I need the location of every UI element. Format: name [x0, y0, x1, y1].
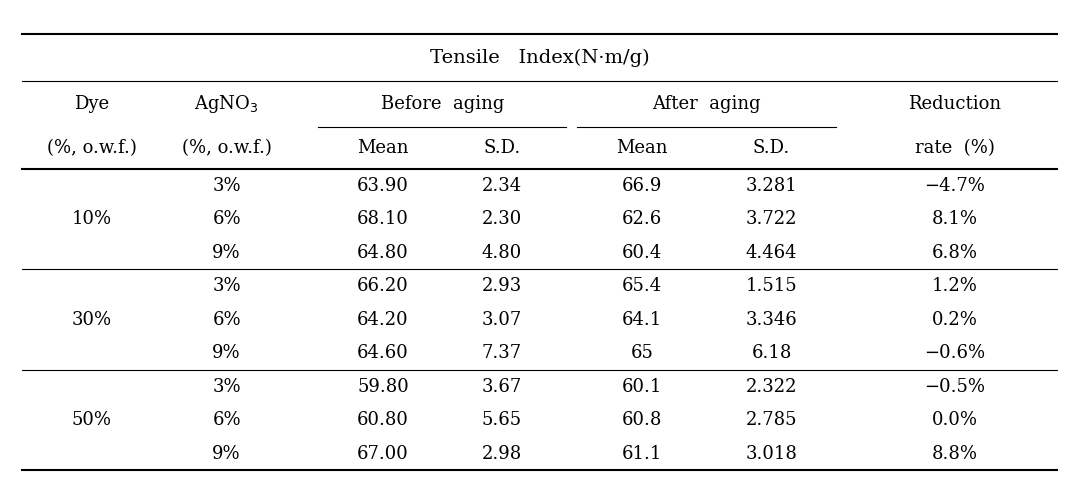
Text: 66.9: 66.9 [622, 177, 663, 195]
Text: 9%: 9% [213, 344, 241, 362]
Text: 62.6: 62.6 [622, 210, 663, 228]
Text: Tensile   Index(N·m/g): Tensile Index(N·m/g) [429, 49, 650, 67]
Text: 2.785: 2.785 [746, 411, 797, 429]
Text: 64.80: 64.80 [357, 244, 409, 262]
Text: 61.1: 61.1 [622, 444, 663, 463]
Text: 3.018: 3.018 [746, 444, 797, 463]
Text: 64.20: 64.20 [357, 311, 409, 329]
Text: 10%: 10% [71, 210, 112, 228]
Text: 0.0%: 0.0% [932, 411, 978, 429]
Text: 8.1%: 8.1% [932, 210, 978, 228]
Text: 6%: 6% [213, 311, 241, 329]
Text: (%, o.w.f.): (%, o.w.f.) [46, 139, 137, 157]
Text: After  aging: After aging [653, 95, 761, 113]
Text: 60.1: 60.1 [622, 378, 663, 396]
Text: 3.346: 3.346 [746, 311, 797, 329]
Text: AgNO$_3$: AgNO$_3$ [194, 93, 259, 115]
Text: 65.4: 65.4 [622, 277, 663, 295]
Text: 50%: 50% [71, 411, 112, 429]
Text: 1.2%: 1.2% [932, 277, 978, 295]
Text: 64.1: 64.1 [622, 311, 663, 329]
Text: 3.07: 3.07 [481, 311, 522, 329]
Text: 2.34: 2.34 [481, 177, 522, 195]
Text: 8.8%: 8.8% [932, 444, 978, 463]
Text: Mean: Mean [357, 139, 409, 157]
Text: 2.93: 2.93 [481, 277, 522, 295]
Text: 1.515: 1.515 [746, 277, 797, 295]
Text: 4.80: 4.80 [481, 244, 522, 262]
Text: 60.4: 60.4 [622, 244, 663, 262]
Text: 64.60: 64.60 [357, 344, 409, 362]
Text: 6%: 6% [213, 411, 241, 429]
Text: 67.00: 67.00 [357, 444, 409, 463]
Text: Reduction: Reduction [909, 95, 1001, 113]
Text: 4.464: 4.464 [746, 244, 797, 262]
Text: 3%: 3% [213, 378, 241, 396]
Text: Dye: Dye [74, 95, 109, 113]
Text: 3%: 3% [213, 177, 241, 195]
Text: 2.322: 2.322 [746, 378, 797, 396]
Text: 0.2%: 0.2% [932, 311, 978, 329]
Text: 68.10: 68.10 [357, 210, 409, 228]
Text: 6.8%: 6.8% [932, 244, 978, 262]
Text: −0.5%: −0.5% [925, 378, 985, 396]
Text: 60.8: 60.8 [622, 411, 663, 429]
Text: 60.80: 60.80 [357, 411, 409, 429]
Text: 63.90: 63.90 [357, 177, 409, 195]
Text: 3.67: 3.67 [481, 378, 522, 396]
Text: −0.6%: −0.6% [925, 344, 985, 362]
Text: Mean: Mean [616, 139, 668, 157]
Text: 59.80: 59.80 [357, 378, 409, 396]
Text: 2.98: 2.98 [481, 444, 522, 463]
Text: S.D.: S.D. [753, 139, 790, 157]
Text: 6.18: 6.18 [751, 344, 792, 362]
Text: 2.30: 2.30 [481, 210, 522, 228]
Text: 6%: 6% [213, 210, 241, 228]
Text: 65: 65 [630, 344, 654, 362]
Text: S.D.: S.D. [483, 139, 520, 157]
Text: 5.65: 5.65 [481, 411, 522, 429]
Text: 3.722: 3.722 [746, 210, 797, 228]
Text: (%, o.w.f.): (%, o.w.f.) [181, 139, 272, 157]
Text: rate  (%): rate (%) [915, 139, 995, 157]
Text: 30%: 30% [71, 311, 112, 329]
Text: 66.20: 66.20 [357, 277, 409, 295]
Text: 9%: 9% [213, 244, 241, 262]
Text: 7.37: 7.37 [481, 344, 522, 362]
Text: 9%: 9% [213, 444, 241, 463]
Text: 3.281: 3.281 [746, 177, 797, 195]
Text: 3%: 3% [213, 277, 241, 295]
Text: −4.7%: −4.7% [925, 177, 985, 195]
Text: Before  aging: Before aging [381, 95, 504, 113]
